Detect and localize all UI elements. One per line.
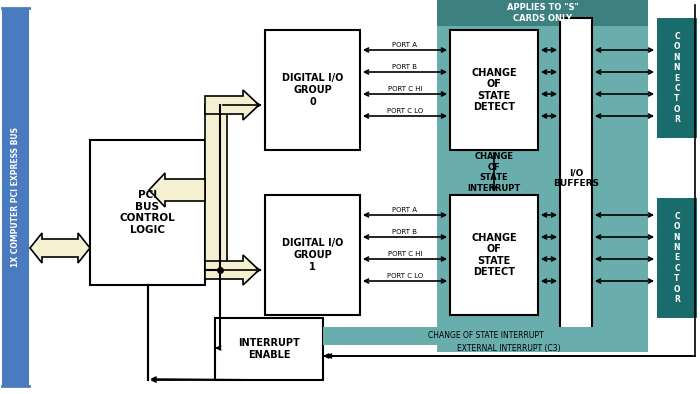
Text: C
O
N
N
E
C
T
O
R: C O N N E C T O R — [673, 212, 680, 304]
Text: CHANGE
OF
STATE
DETECT: CHANGE OF STATE DETECT — [471, 232, 517, 277]
Bar — [265, 30, 360, 150]
Bar — [205, 105, 227, 270]
Text: PORT C LO: PORT C LO — [387, 273, 423, 279]
Bar — [560, 18, 592, 338]
Bar — [437, 0, 648, 26]
Text: CHANGE
OF
STATE
DETECT: CHANGE OF STATE DETECT — [471, 68, 517, 112]
Text: DIGITAL I/O
GROUP
1: DIGITAL I/O GROUP 1 — [282, 238, 343, 271]
Bar — [657, 18, 697, 138]
Polygon shape — [205, 90, 259, 120]
Bar — [215, 318, 323, 380]
Text: PORT C HI: PORT C HI — [388, 251, 422, 257]
Polygon shape — [30, 233, 90, 263]
Text: EXTERNAL INTERRUPT (C3): EXTERNAL INTERRUPT (C3) — [457, 344, 561, 353]
Text: PORT A: PORT A — [393, 207, 417, 213]
Text: PORT B: PORT B — [393, 229, 417, 235]
Text: PORT C HI: PORT C HI — [388, 86, 422, 92]
Text: CHANGE OF STATE INTERRUPT: CHANGE OF STATE INTERRUPT — [428, 331, 543, 340]
Bar — [657, 198, 697, 318]
Bar — [323, 327, 648, 345]
Bar — [437, 0, 648, 352]
Text: PORT B: PORT B — [393, 64, 417, 70]
Bar — [450, 30, 538, 150]
Text: I/O
BUFFERS: I/O BUFFERS — [553, 168, 599, 188]
Text: C
O
N
N
E
C
T
O
R: C O N N E C T O R — [673, 32, 680, 124]
Text: APPLIES TO "S"
CARDS ONLY: APPLIES TO "S" CARDS ONLY — [507, 3, 578, 23]
Bar — [90, 140, 205, 285]
Text: PORT A: PORT A — [393, 42, 417, 48]
Text: CHANGE
OF
STATE
INTERRUPT: CHANGE OF STATE INTERRUPT — [468, 152, 521, 193]
Bar — [450, 195, 538, 315]
Text: PORT C LO: PORT C LO — [387, 108, 423, 114]
Text: INTERRUPT
ENABLE: INTERRUPT ENABLE — [238, 338, 300, 360]
Bar — [2, 8, 29, 386]
Bar — [265, 195, 360, 315]
Text: PCI
BUS
CONTROL
LOGIC: PCI BUS CONTROL LOGIC — [120, 190, 176, 235]
Polygon shape — [149, 173, 205, 207]
Text: 1X COMPUTER PCI EXPRESS BUS: 1X COMPUTER PCI EXPRESS BUS — [11, 127, 20, 267]
Polygon shape — [205, 255, 259, 285]
Text: DIGITAL I/O
GROUP
0: DIGITAL I/O GROUP 0 — [282, 73, 343, 107]
